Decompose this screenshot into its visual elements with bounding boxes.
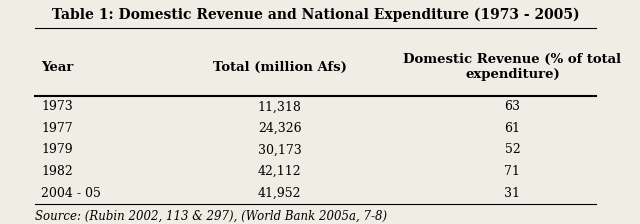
Text: 30,173: 30,173: [258, 143, 301, 156]
Text: 1982: 1982: [41, 165, 73, 178]
Text: 11,318: 11,318: [258, 100, 301, 113]
Text: 42,112: 42,112: [258, 165, 301, 178]
Text: Year: Year: [41, 61, 74, 74]
Text: 2004 - 05: 2004 - 05: [41, 187, 101, 200]
Text: 1973: 1973: [41, 100, 73, 113]
Text: Source: (Rubin 2002, 113 & 297), (World Bank 2005a, 7-8): Source: (Rubin 2002, 113 & 297), (World …: [35, 210, 387, 223]
Text: 63: 63: [504, 100, 520, 113]
Text: 1977: 1977: [41, 122, 73, 135]
Text: 52: 52: [504, 143, 520, 156]
Text: Domestic Revenue (% of total
expenditure): Domestic Revenue (% of total expenditure…: [403, 53, 621, 81]
Text: 1979: 1979: [41, 143, 73, 156]
Text: 41,952: 41,952: [258, 187, 301, 200]
Text: 24,326: 24,326: [258, 122, 301, 135]
Text: 61: 61: [504, 122, 520, 135]
Text: Table 1: Domestic Revenue and National Expenditure (1973 - 2005): Table 1: Domestic Revenue and National E…: [52, 8, 579, 22]
Text: Total (million Afs): Total (million Afs): [212, 61, 347, 74]
Text: 31: 31: [504, 187, 520, 200]
Text: 71: 71: [504, 165, 520, 178]
